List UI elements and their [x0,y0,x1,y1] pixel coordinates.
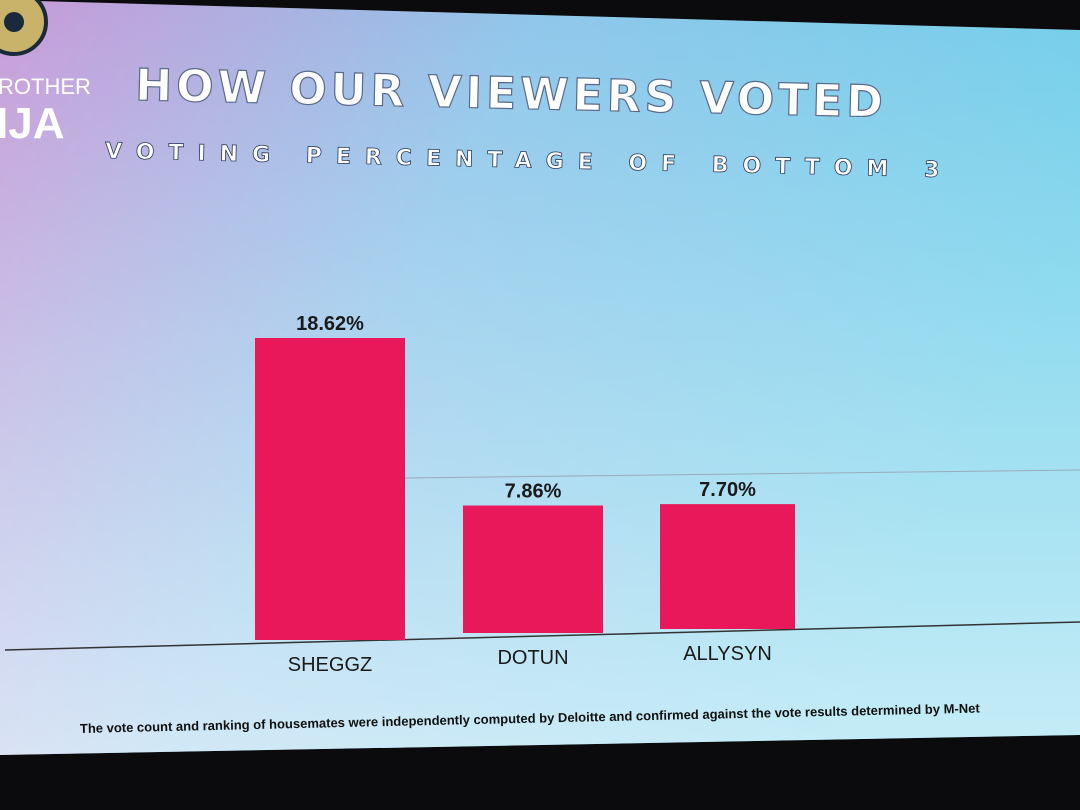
bar [463,505,603,633]
bar [660,504,795,629]
value-label: 7.86% [505,481,562,503]
faint-line [404,469,1080,479]
x-tick-label: SHEGGZ [288,654,372,676]
value-label: 18.62% [296,313,364,335]
x-tick-label: DOTUN [497,647,568,669]
x-tick-label: ALLYSYN [683,643,772,665]
value-label: 7.70% [699,479,756,501]
logo-text: ROTHER [0,74,91,99]
bar [255,338,405,640]
logo-pupil [4,12,24,32]
logo-text: IJA [0,99,64,148]
baseline [4,621,1080,651]
